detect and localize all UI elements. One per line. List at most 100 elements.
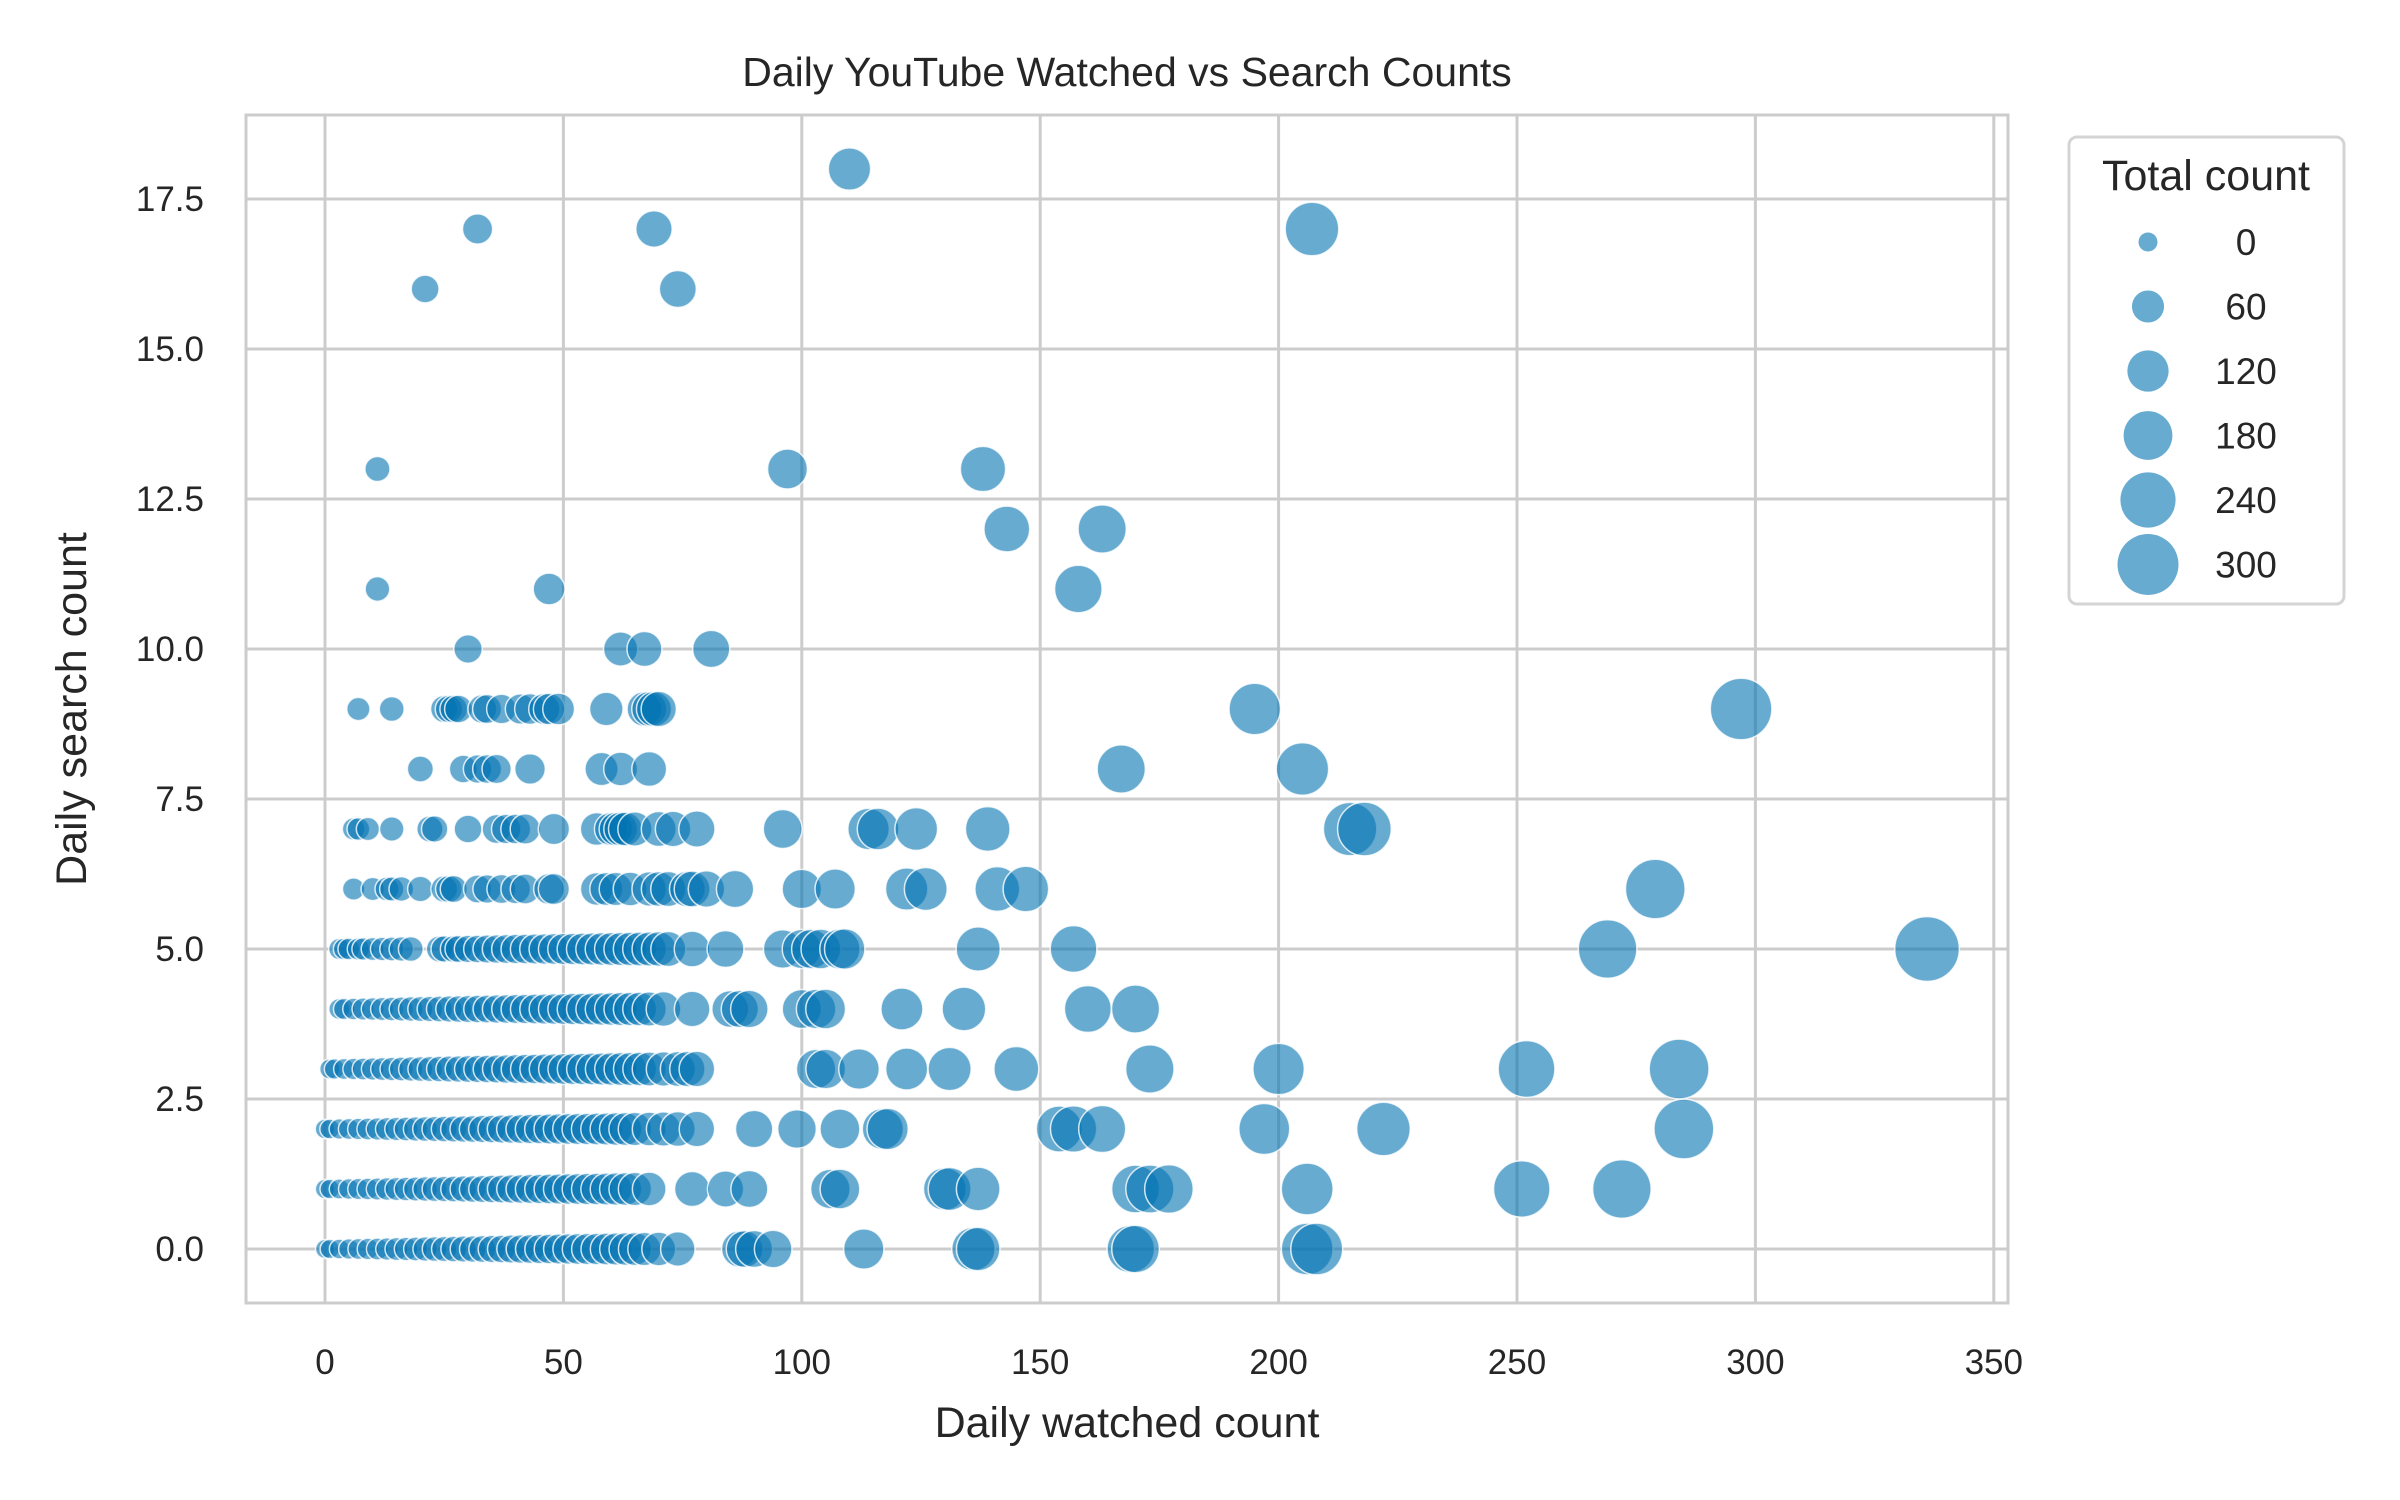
data-point bbox=[1653, 1098, 1715, 1160]
legend-entry-label: 120 bbox=[2215, 351, 2277, 392]
data-point bbox=[1002, 865, 1050, 913]
data-point bbox=[715, 869, 755, 909]
data-point bbox=[955, 926, 1002, 972]
data-point bbox=[1111, 1224, 1161, 1274]
data-point bbox=[1077, 504, 1128, 554]
legend-size-marker bbox=[2120, 472, 2176, 528]
data-point bbox=[397, 935, 424, 963]
data-point bbox=[1648, 1038, 1710, 1100]
data-point bbox=[1053, 564, 1103, 614]
data-point bbox=[856, 807, 900, 851]
data-point bbox=[880, 987, 924, 1031]
y-tick-label: 0.0 bbox=[155, 1230, 204, 1269]
legend-size-marker bbox=[2117, 534, 2179, 595]
data-point bbox=[1492, 1160, 1551, 1218]
data-point bbox=[1143, 1163, 1194, 1215]
data-point bbox=[1591, 1159, 1652, 1219]
data-point bbox=[1228, 682, 1282, 736]
x-tick-label: 250 bbox=[1488, 1343, 1546, 1382]
data-point bbox=[461, 213, 494, 245]
x-axis-label: Daily watched count bbox=[935, 1399, 1320, 1447]
data-point bbox=[364, 455, 391, 483]
legend: Total count 0 60 120 180 240 300 bbox=[2067, 135, 2346, 606]
data-point bbox=[406, 755, 435, 783]
data-point bbox=[355, 816, 381, 842]
data-point bbox=[691, 629, 731, 669]
legend-size-marker bbox=[2127, 350, 2169, 392]
data-point bbox=[541, 692, 576, 726]
data-point bbox=[678, 810, 716, 848]
data-point bbox=[730, 1169, 769, 1209]
chart-title: Daily YouTube Watched vs Search Counts bbox=[742, 49, 1512, 95]
data-point bbox=[1096, 744, 1147, 794]
legend-entry-label: 300 bbox=[2215, 545, 2277, 586]
data-point bbox=[955, 1226, 1001, 1272]
x-tick-label: 100 bbox=[773, 1343, 831, 1382]
data-point bbox=[866, 1107, 910, 1151]
data-point bbox=[378, 695, 405, 723]
data-point bbox=[964, 805, 1011, 853]
data-point bbox=[514, 752, 547, 786]
data-point bbox=[776, 1108, 818, 1150]
data-point bbox=[1355, 1101, 1412, 1157]
data-point bbox=[346, 696, 371, 722]
data-point bbox=[537, 812, 571, 846]
data-point bbox=[631, 750, 668, 788]
data-point bbox=[532, 572, 566, 606]
data-point bbox=[823, 928, 866, 970]
legend-entries: 0 60 120 180 240 300 bbox=[2117, 222, 2277, 595]
data-point bbox=[753, 1229, 793, 1269]
data-point bbox=[1497, 1039, 1556, 1099]
y-axis-label: Daily search count bbox=[48, 532, 96, 886]
data-point bbox=[1252, 1042, 1306, 1096]
y-tick-label: 2.5 bbox=[155, 1080, 204, 1119]
data-point bbox=[509, 813, 542, 845]
data-point bbox=[993, 1045, 1040, 1093]
data-point bbox=[837, 1047, 881, 1091]
data-point bbox=[805, 988, 847, 1030]
data-point bbox=[1110, 984, 1161, 1034]
data-point bbox=[762, 808, 803, 850]
data-point bbox=[631, 1171, 667, 1207]
data-point bbox=[894, 806, 939, 852]
data-point bbox=[729, 989, 769, 1029]
legend-box bbox=[2067, 135, 2346, 606]
data-point bbox=[673, 930, 711, 968]
data-point bbox=[819, 1108, 861, 1150]
data-point bbox=[827, 147, 872, 191]
data-point bbox=[766, 448, 809, 490]
x-axis-ticks: 0 50 100 150 200 250 300 350 bbox=[315, 1343, 2023, 1382]
data-point bbox=[927, 1046, 972, 1092]
data-point bbox=[1077, 1104, 1127, 1154]
y-tick-label: 7.5 bbox=[155, 780, 204, 819]
legend-entry-label: 60 bbox=[2225, 287, 2266, 328]
data-point bbox=[481, 753, 512, 785]
data-point bbox=[819, 1168, 861, 1210]
data-point bbox=[1336, 801, 1393, 857]
data-point bbox=[640, 690, 678, 728]
data-point bbox=[983, 505, 1031, 553]
data-point bbox=[537, 872, 571, 906]
legend-size-marker bbox=[2138, 232, 2158, 252]
data-point bbox=[453, 634, 484, 664]
data-point bbox=[364, 575, 391, 603]
data-point bbox=[588, 691, 624, 727]
legend-size-marker bbox=[2123, 411, 2173, 460]
data-point bbox=[903, 866, 948, 912]
y-tick-label: 17.5 bbox=[136, 180, 204, 219]
data-point bbox=[941, 986, 987, 1032]
data-point bbox=[1280, 1162, 1334, 1216]
data-point bbox=[420, 815, 449, 843]
legend-entry-label: 180 bbox=[2215, 416, 2277, 457]
data-point bbox=[678, 1110, 716, 1148]
y-tick-label: 5.0 bbox=[155, 930, 204, 969]
data-point bbox=[1238, 1102, 1291, 1156]
data-point bbox=[1577, 918, 1638, 980]
data-point bbox=[673, 1170, 711, 1208]
data-point bbox=[1893, 915, 1961, 983]
data-point bbox=[1275, 742, 1330, 796]
y-tick-label: 15.0 bbox=[136, 330, 204, 369]
data-point bbox=[673, 990, 711, 1028]
data-point bbox=[1049, 924, 1098, 974]
